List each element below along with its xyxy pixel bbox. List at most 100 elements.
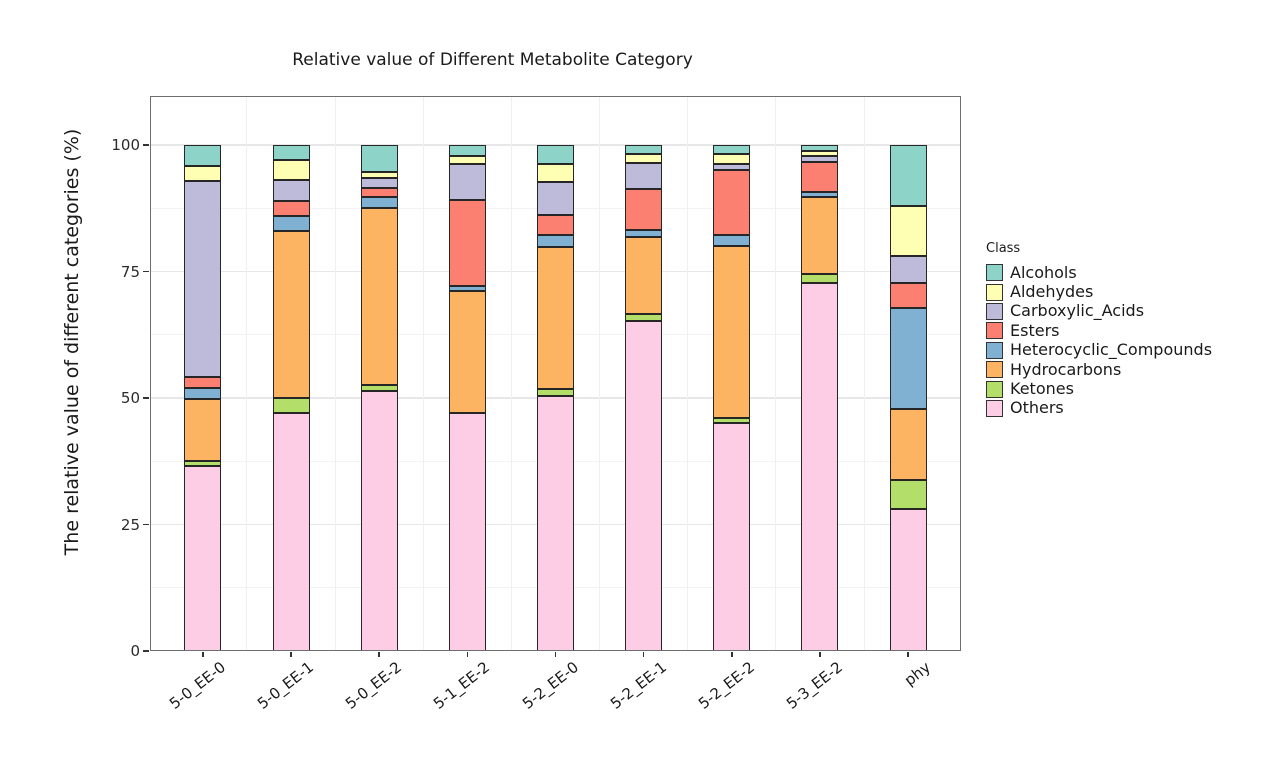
bar-segment-Ketones (889, 480, 927, 509)
legend-entry: Esters (986, 321, 1212, 340)
legend-swatch (986, 380, 1003, 398)
bar-segment-Carboxylic_Acids (537, 181, 574, 216)
bar-segment-Alcohols (537, 145, 574, 164)
x-tick-label: 5-1_EE-2 (430, 658, 494, 713)
bar-segment-Others (713, 422, 751, 651)
x-tick-mark (202, 652, 204, 657)
bar-5-0_EE-2 (360, 145, 398, 651)
bar-5-0_EE-1 (272, 145, 310, 651)
legend-title: Class (986, 241, 1021, 256)
bar-segment-Esters (713, 169, 751, 236)
bar-segment-Aldehydes (801, 150, 839, 157)
bar-segment-Esters (448, 200, 486, 286)
bar-segment-Others (889, 508, 927, 651)
gridline-vertical (422, 96, 424, 651)
x-tick-mark (466, 652, 469, 657)
bar-segment-Ketones (272, 397, 310, 413)
y-tick-mark (143, 397, 149, 399)
bar-segment-Heterocyclic_Compounds (448, 285, 486, 292)
y-tick-label: 25 (120, 515, 140, 534)
bar-segment-Heterocyclic_Compounds (625, 230, 663, 238)
bar-segment-Carboxylic_Acids (625, 162, 663, 189)
bar-segment-Esters (272, 200, 310, 216)
chart-title: Relative value of Different Metabolite C… (292, 50, 693, 70)
gridline-vertical (863, 96, 865, 651)
bar-segment-Carboxylic_Acids (713, 163, 751, 170)
bar-segment-Hydrocarbons (537, 247, 574, 389)
x-tick-mark (731, 652, 733, 657)
bar-segment-Aldehydes (537, 163, 574, 182)
bar-segment-Alcohols (889, 145, 927, 206)
bar-segment-Hydrocarbons (713, 246, 751, 419)
y-tick-label: 75 (120, 262, 140, 281)
bar-segment-Carboxylic_Acids (184, 180, 222, 377)
legend-swatch (986, 264, 1003, 282)
bar-segment-Ketones (801, 274, 839, 284)
legend-entry: Aldehydes (986, 282, 1212, 301)
bar-segment-Alcohols (713, 145, 751, 154)
bar-5-0_EE-0 (184, 145, 222, 651)
legend-entry: Heterocyclic_Compounds (986, 341, 1212, 360)
legend-swatch (986, 361, 1003, 379)
bar-segment-Heterocyclic_Compounds (272, 215, 310, 231)
bar-segment-Esters (889, 283, 927, 308)
bar-segment-Ketones (537, 388, 574, 397)
legend-label: Carboxylic_Acids (1010, 301, 1145, 321)
gridline-vertical (510, 96, 512, 651)
legend-swatch (986, 341, 1003, 359)
legend-entries: Alcohols Aldehydes Carboxylic_Acids Esters H… (986, 263, 1212, 418)
legend-entry: Ketones (986, 379, 1212, 398)
y-tick-label: 50 (120, 389, 140, 407)
x-tick-mark (378, 652, 380, 657)
x-tick-mark (290, 652, 292, 657)
bar-segment-Hydrocarbons (801, 197, 839, 274)
bar-5-3_EE-2 (801, 145, 839, 651)
bar-segment-Heterocyclic_Compounds (184, 387, 222, 399)
bar-segment-Esters (360, 188, 398, 198)
legend-swatch (986, 399, 1003, 417)
bar-segment-Esters (801, 161, 839, 193)
bar-segment-Aldehydes (272, 159, 310, 180)
bar-segment-Carboxylic_Acids (360, 178, 398, 189)
legend-label: Aldehydes (1010, 282, 1094, 302)
y-axis-title: The relative value of different categori… (61, 128, 83, 556)
bar-segment-Aldehydes (184, 166, 222, 181)
x-tick-label: 5-0_EE-0 (165, 658, 229, 713)
bar-segment-Others (448, 413, 486, 651)
x-tick-label: 5-2_EE-0 (518, 658, 582, 713)
bar-segment-Heterocyclic_Compounds (537, 234, 574, 248)
bar-segment-Heterocyclic_Compounds (360, 197, 398, 209)
bar-5-1_EE-2 (448, 145, 486, 651)
bar-segment-Esters (537, 215, 574, 235)
x-tick-label: 5-2_EE-2 (694, 658, 758, 713)
bar-segment-Others (184, 466, 222, 651)
x-tick-label: 5-0_EE-1 (254, 658, 318, 713)
y-tick-mark (143, 650, 149, 652)
bar-5-2_EE-0 (537, 145, 574, 651)
bar-segment-Aldehydes (889, 205, 927, 257)
legend-entry: Carboxylic_Acids (986, 302, 1212, 321)
bar-segment-Esters (184, 376, 222, 388)
legend-entry: Hydrocarbons (986, 360, 1212, 379)
y-tick-label: 0 (130, 642, 140, 660)
bar-segment-Esters (625, 188, 663, 231)
legend-label: Others (1010, 398, 1064, 418)
bar-segment-Hydrocarbons (184, 398, 222, 462)
bar-segment-Alcohols (801, 145, 839, 151)
bar-segment-Alcohols (184, 145, 222, 167)
gridline-vertical (775, 96, 777, 651)
bar-segment-Hydrocarbons (448, 291, 486, 414)
bar-segment-Ketones (360, 385, 398, 392)
bar-segment-Others (360, 391, 398, 651)
bar-segment-Hydrocarbons (889, 409, 927, 481)
bar-segment-Ketones (184, 461, 222, 467)
bar-segment-Ketones (625, 314, 663, 321)
x-tick-label: 5-0_EE-2 (342, 658, 406, 713)
legend-label: Esters (1010, 320, 1060, 340)
y-tick-label: 100 (111, 136, 140, 154)
bar-segment-Aldehydes (360, 171, 398, 179)
bar-5-2_EE-2 (713, 145, 751, 651)
gridline-vertical (334, 96, 336, 651)
legend-label: Heterocyclic_Compounds (1010, 340, 1213, 360)
